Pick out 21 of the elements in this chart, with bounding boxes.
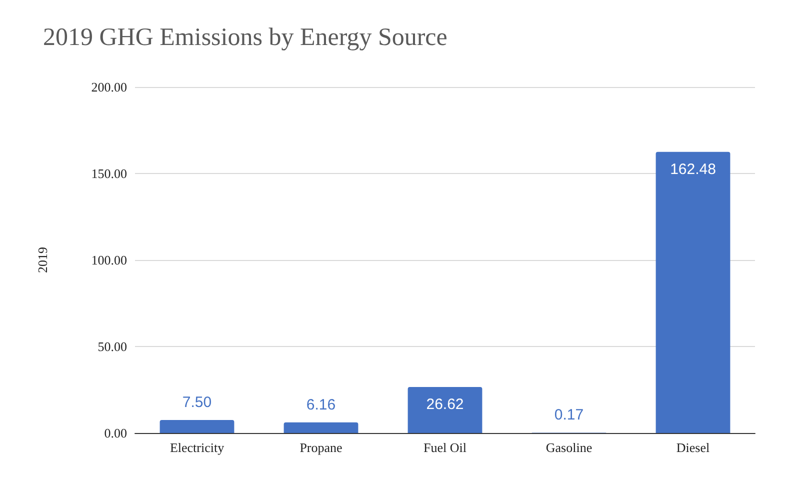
y-tick-label: 150.00 [91,166,127,181]
data-label: 7.50 [182,394,212,412]
y-axis-title: 2019 [35,247,50,273]
bar [284,422,358,433]
x-tick-label: Electricity [170,440,225,455]
x-tick-label: Gasoline [546,440,592,455]
data-label: 6.16 [306,396,336,414]
data-label: 0.17 [554,406,584,424]
data-label: 162.48 [670,160,716,178]
y-tick-label: 0.00 [104,426,127,440]
bar [408,386,482,433]
y-tick-label: 100.00 [91,252,127,268]
x-tick-label: Diesel [676,440,710,455]
y-tick-label: 50.00 [98,339,127,354]
x-tick-label: Fuel Oil [424,440,467,455]
bar [656,152,730,433]
y-tick-label: 200.00 [91,80,127,94]
data-label: 26.62 [426,396,464,413]
x-tick-label: Propane [300,440,343,455]
chart-title: 2019 GHG Emissions by Energy Source [43,24,448,51]
bar [160,420,234,433]
